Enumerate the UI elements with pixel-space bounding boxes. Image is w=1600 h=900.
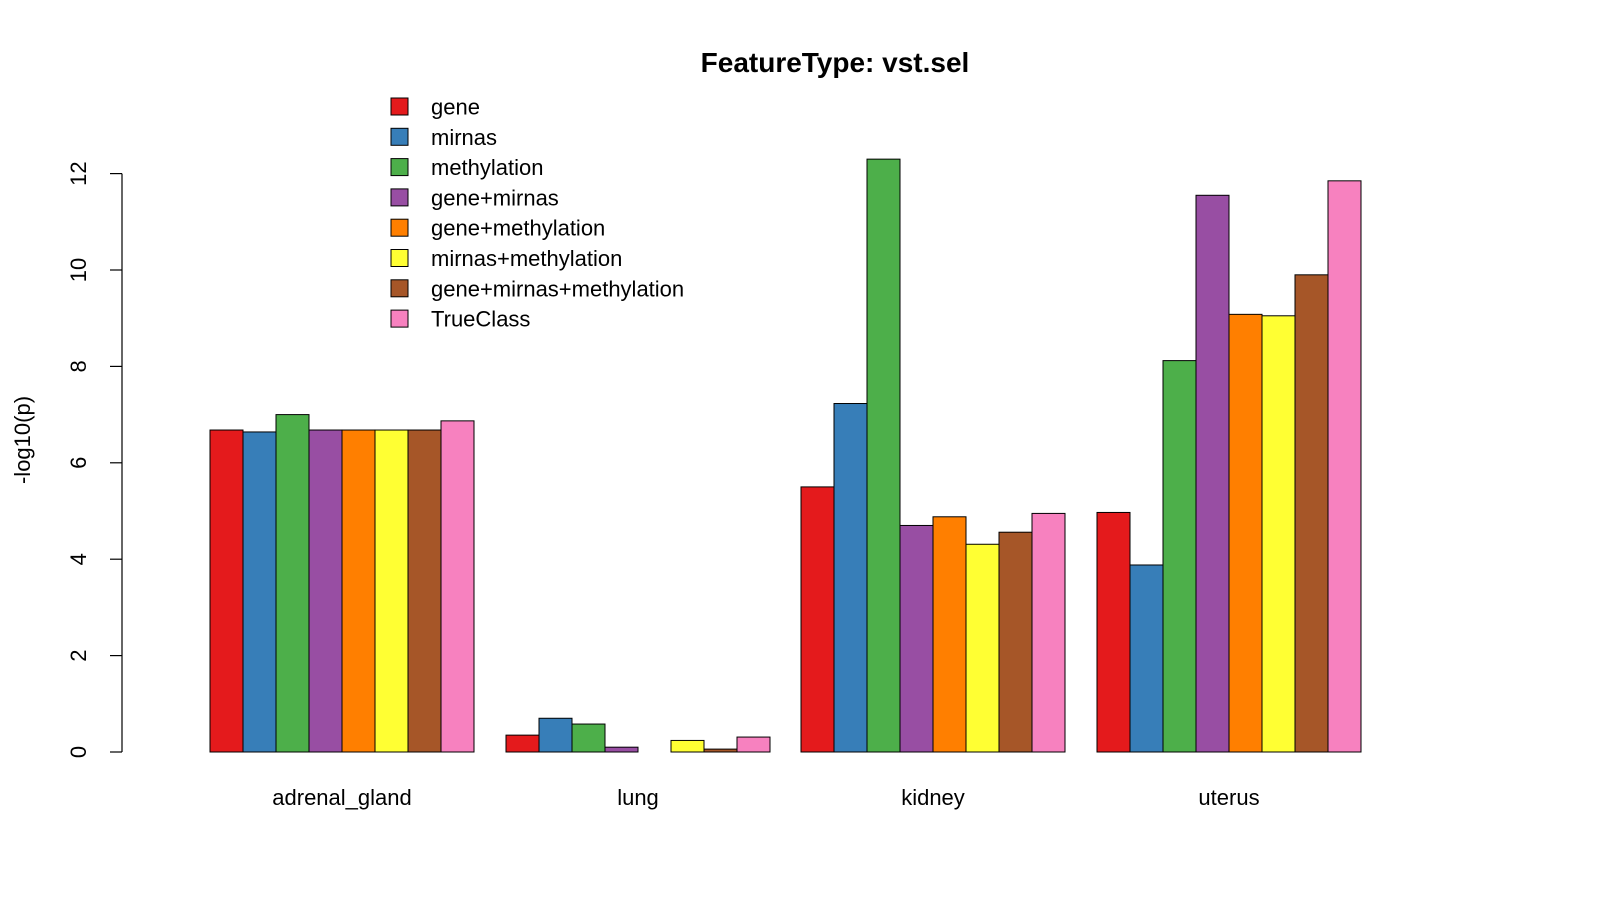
bar-kidney-gene-methylation (932, 516, 967, 753)
x-category-label: uterus (1198, 785, 1259, 810)
bar-adrenal_gland-mirnas (242, 431, 277, 753)
bar-uterus-gene (1096, 511, 1131, 753)
legend-label: gene (431, 95, 480, 120)
bar-adrenal_gland-mirnas-methylation (374, 429, 409, 753)
y-tick-label: 4 (66, 553, 91, 565)
legend-swatch (390, 158, 409, 177)
bar-kidney-gene (800, 486, 835, 753)
y-tick-label: 0 (66, 746, 91, 758)
legend: gene mirnas methylation gene+mirnas gene+met… (390, 95, 684, 332)
x-category-label: adrenal_gland (272, 785, 411, 810)
bar-uterus-gene-methylation (1228, 313, 1263, 753)
legend-label: mirnas (431, 125, 497, 150)
chart-title: FeatureType: vst.sel (701, 47, 970, 78)
bar-adrenal_gland-methylation (275, 414, 310, 753)
bar-kidney-mirnas-methylation (965, 543, 1000, 753)
y-tick-label: 12 (66, 161, 91, 185)
legend-label: gene+mirnas+methylation (431, 276, 684, 301)
bar-lung-gene-mirnas (604, 746, 639, 753)
bar-kidney-methylation (866, 158, 901, 753)
bar-adrenal_gland-trueclass (440, 420, 475, 753)
legend-swatch (390, 218, 409, 237)
y-axis: 0 2 4 6 8 10 12 (66, 161, 123, 758)
bar-lung-gene (505, 734, 540, 753)
y-tick-label: 2 (66, 649, 91, 661)
bar-kidney-mirnas (833, 403, 868, 753)
bar-uterus-gene-mirnas (1195, 194, 1230, 753)
bar-adrenal_gland-gene-mirnas-methylation (407, 429, 442, 753)
x-category-label: lung (617, 785, 659, 810)
y-tick-label: 6 (66, 457, 91, 469)
bar-uterus-trueclass (1327, 180, 1362, 753)
bar-lung-trueclass (736, 736, 771, 753)
legend-label: gene+methylation (431, 216, 605, 241)
bar-uterus-methylation (1162, 360, 1197, 753)
bar-adrenal_gland-gene-mirnas (308, 429, 343, 753)
legend-label: gene+mirnas (431, 185, 559, 210)
legend-swatch (390, 309, 409, 328)
bar-adrenal_gland-gene (209, 429, 244, 753)
bar-lung-mirnas-methylation (670, 739, 705, 753)
legend-swatch (390, 97, 409, 116)
legend-label: mirnas+methylation (431, 246, 622, 271)
legend-swatch (390, 249, 409, 267)
y-tick-label: 8 (66, 360, 91, 372)
bar-kidney-gene-mirnas (899, 524, 934, 753)
bar-lung-methylation (571, 723, 606, 753)
legend-swatch (390, 279, 409, 298)
bar-lung-mirnas (538, 717, 573, 753)
legend-label: TrueClass (431, 307, 530, 332)
y-tick-label: 10 (66, 258, 91, 282)
legend-label: methylation (431, 155, 544, 180)
bar-uterus-mirnas-methylation (1261, 315, 1296, 753)
bar-lung-gene-mirnas-methylation (703, 748, 738, 753)
y-axis-label: -log10(p) (10, 396, 35, 484)
bar-adrenal_gland-gene-methylation (341, 429, 376, 753)
legend-swatch (390, 127, 409, 146)
bars (209, 158, 1362, 753)
bar-kidney-gene-mirnas-methylation (998, 531, 1033, 753)
bar-uterus-mirnas (1129, 564, 1164, 753)
x-category-label: kidney (901, 785, 965, 810)
bar-uterus-gene-mirnas-methylation (1294, 274, 1329, 753)
bar-kidney-trueclass (1031, 512, 1066, 753)
legend-swatch (390, 188, 409, 207)
x-axis-category-labels: adrenal_gland lung kidney uterus (272, 785, 1259, 810)
